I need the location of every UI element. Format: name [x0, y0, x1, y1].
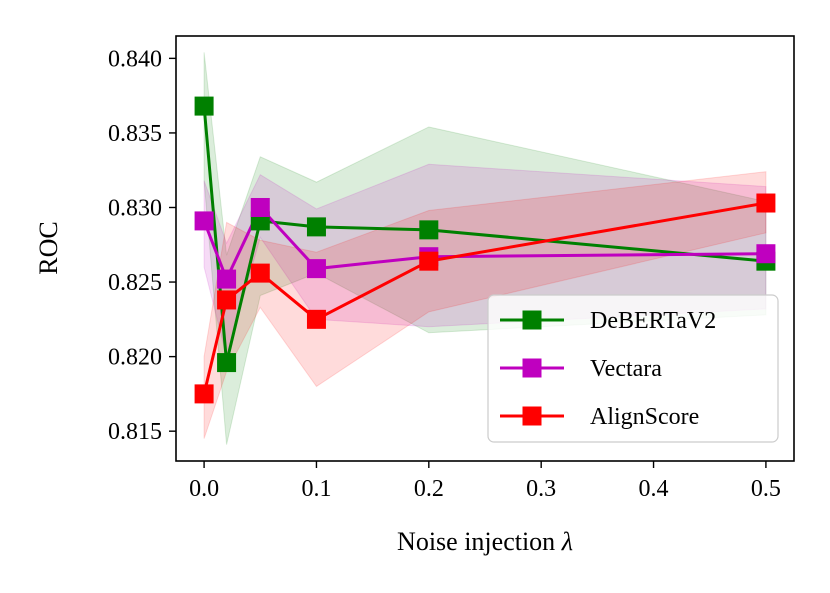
legend-marker-vectara: [522, 358, 542, 378]
vectara-point: [306, 259, 326, 279]
alignscore-line: [202, 201, 767, 395]
series-markers: [194, 96, 776, 404]
legend-marker-alignscore: [522, 406, 542, 426]
legend-marker-debertav2: [522, 310, 542, 330]
vectara-point: [194, 211, 214, 231]
vectara-point: [217, 269, 237, 289]
y-tick-label: 0.835: [108, 121, 162, 147]
y-tick-label: 0.820: [108, 345, 162, 371]
plot-frame: [175, 35, 795, 462]
vectara-point: [250, 197, 270, 217]
debertav2-point: [419, 220, 439, 240]
y-axis-label: ROC: [34, 221, 63, 274]
y-tick-label: 0.815: [108, 419, 162, 445]
alignscore-point: [194, 384, 214, 404]
vectara-point: [756, 244, 776, 264]
x-axis-ticks: 0.0 0.1 0.2 0.3 0.4 0.5: [189, 461, 781, 502]
legend: DeBERTaV2 Vectara AlignScore: [487, 294, 779, 443]
x-tick-label: 0.2: [414, 476, 444, 502]
x-tick-label: 0.4: [639, 476, 669, 502]
x-axis-label: Noise injection λ: [397, 527, 573, 556]
x-tick-label: 0.5: [751, 476, 781, 502]
legend-label-debertav2: DeBERTaV2: [590, 308, 716, 334]
alignscore-point: [756, 193, 776, 213]
debertav2-point: [306, 217, 326, 237]
alignscore-point: [306, 309, 326, 329]
y-tick-label: 0.840: [108, 46, 162, 72]
alignscore-point: [217, 290, 237, 310]
series-lines: [202, 105, 767, 395]
debertav2-point: [194, 96, 214, 116]
legend-box: [487, 294, 779, 443]
x-tick-label: 0.3: [526, 476, 556, 502]
y-tick-label: 0.825: [108, 270, 162, 296]
alignscore-point: [419, 251, 439, 271]
y-tick-label: 0.830: [108, 195, 162, 221]
debertav2-point: [217, 353, 237, 373]
vectara-line: [202, 204, 766, 283]
legend-label-alignscore: AlignScore: [590, 404, 699, 430]
x-tick-label: 0.0: [189, 476, 219, 502]
y-axis-ticks: 0.815 0.820 0.825 0.830 0.835 0.840: [108, 46, 176, 445]
x-tick-label: 0.1: [301, 476, 331, 502]
legend-label-vectara: Vectara: [590, 356, 662, 382]
alignscore-point: [250, 263, 270, 283]
